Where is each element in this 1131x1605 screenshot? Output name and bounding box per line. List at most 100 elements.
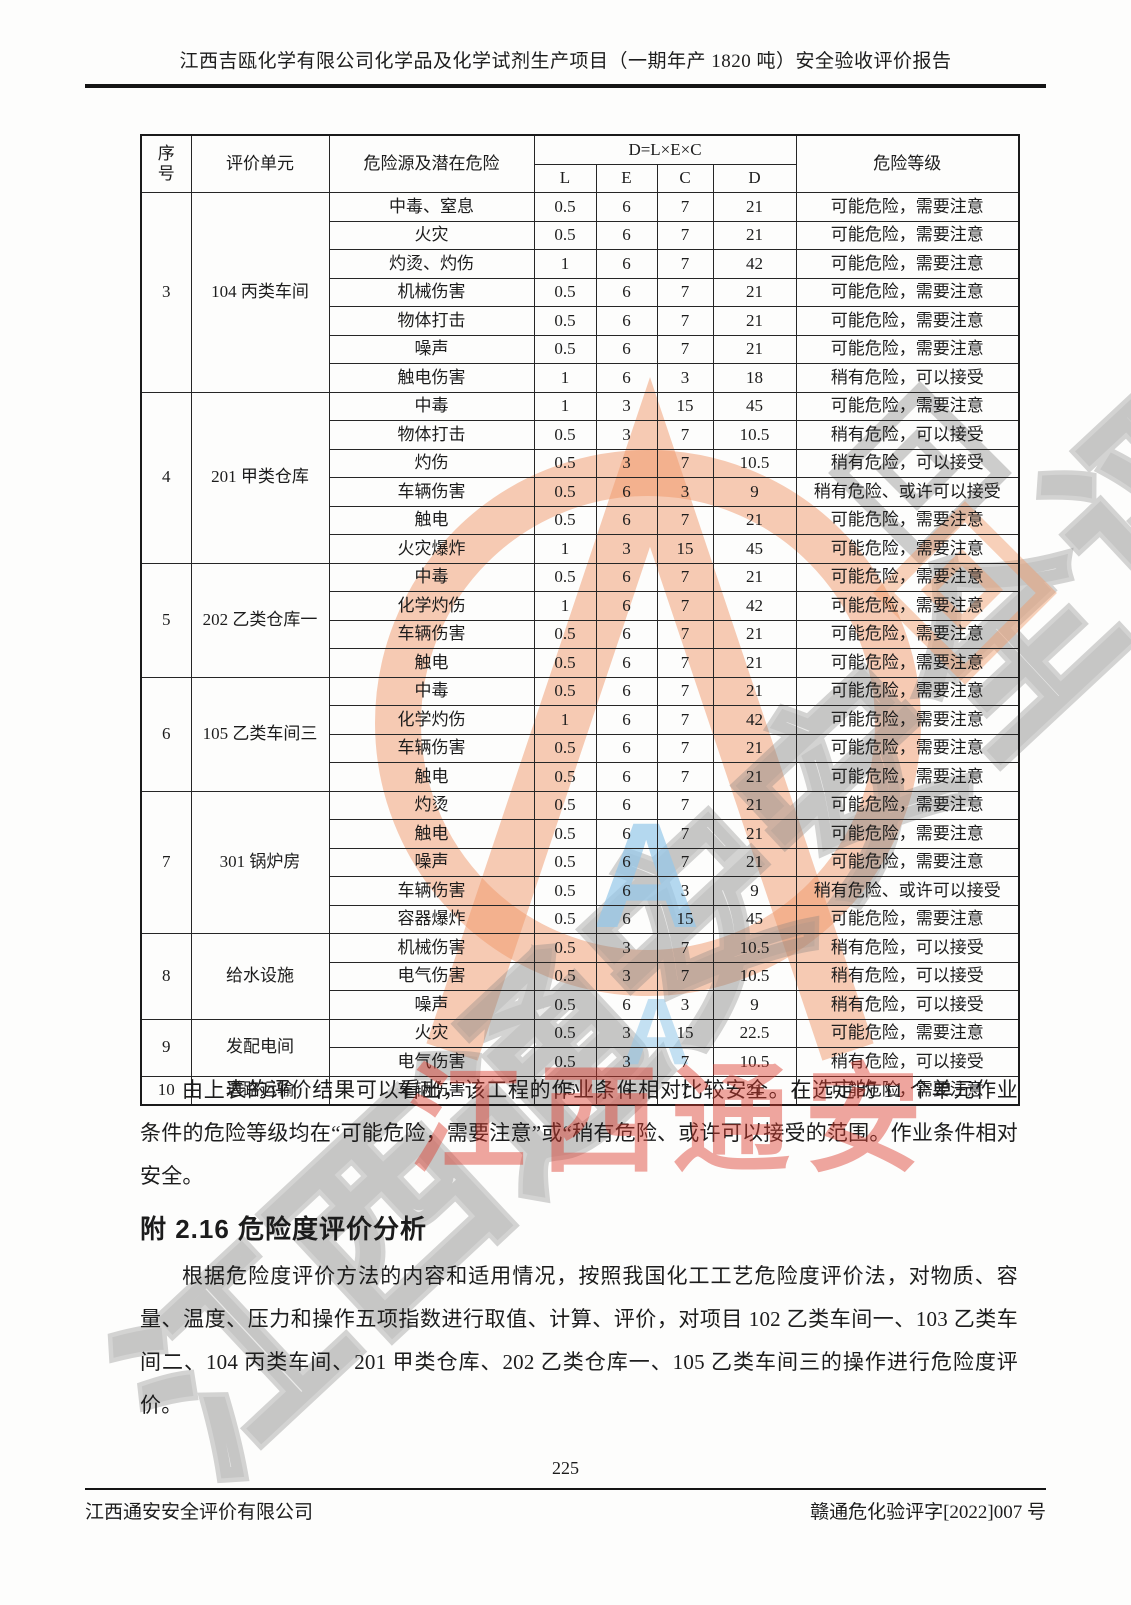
hazard-cell: 化学灼伤 (328, 705, 535, 735)
table-row: 6 105 乙类车间三 中毒 0.5 6 7 21 可能危险，需要注意 (140, 676, 1020, 792)
header-d: D (712, 163, 797, 193)
hazard-cell: 触电 (328, 762, 535, 792)
hazard-cell: 物体打击 (328, 306, 535, 336)
c-value-cell: 7 (656, 562, 714, 592)
header-hazard: 危险源及潜在危险 (328, 134, 535, 193)
unit-cell: 道路运输 (190, 1075, 330, 1106)
d-value-cell: 21 (712, 733, 797, 763)
risk-level-cell: 可能危险，需要注意 (795, 790, 1020, 820)
table-header-row-1: 序 号 评价单元 危险源及潜在危险 D=L×E×C 危险等级 (140, 134, 1020, 193)
hazard-cell: 中毒 (328, 676, 535, 706)
risk-level-cell: 可能危险，需要注意 (795, 676, 1020, 706)
e-value-cell: 6 (595, 192, 658, 222)
e-value-cell: 3 (595, 933, 658, 963)
e-value-cell: 3 (595, 420, 658, 450)
l-value-cell: 1 (533, 705, 597, 735)
d-value-cell: 42 (712, 591, 797, 621)
hazard-cell: 机械伤害 (328, 277, 535, 307)
d-value-cell: 22.5 (712, 1018, 797, 1048)
risk-level-cell: 可能危险，需要注意 (795, 562, 1020, 592)
d-value-cell: 21 (712, 1075, 797, 1106)
risk-level-cell: 稍有危险，可以接受 (795, 420, 1020, 450)
risk-level-cell: 可能危险，需要注意 (795, 192, 1020, 222)
d-value-cell: 21 (712, 562, 797, 592)
hazard-cell: 车辆伤害 (328, 876, 535, 906)
hazard-cell: 车辆伤害 (328, 733, 535, 763)
c-value-cell: 15 (656, 904, 714, 934)
table-row: 机械伤害 0.5 6 7 21 可能危险，需要注意 (141, 277, 1020, 307)
e-value-cell: 6 (595, 306, 658, 336)
risk-level-cell: 可能危险，需要注意 (795, 505, 1020, 535)
c-value-cell: 7 (656, 591, 714, 621)
risk-level-cell: 可能危险，需要注意 (795, 819, 1020, 849)
l-value-cell: 0.5 (533, 933, 597, 963)
l-value-cell: 0.5 (533, 477, 597, 507)
l-value-cell: 0.5 (533, 790, 597, 820)
table-row: 4 201 甲类仓库 中毒 1 3 15 45 可能危险，需要注意 (140, 391, 1020, 564)
risk-level-cell: 可能危险，需要注意 (795, 220, 1020, 250)
d-value-cell: 9 (712, 477, 797, 507)
e-value-cell: 6 (595, 591, 658, 621)
l-value-cell: 0.5 (533, 904, 597, 934)
table-row: 9 发配电间 火灾 0.5 3 15 22.5 可能危险，需要注意 (140, 1018, 1020, 1077)
l-value-cell: 0.5 (533, 676, 597, 706)
d-value-cell: 21 (712, 762, 797, 792)
c-value-cell: 15 (656, 534, 714, 564)
table-row: 3 104 丙类车间 中毒、窒息 0.5 6 7 21 可能危险，需要注意 (140, 192, 1020, 393)
header-c: C (656, 163, 714, 193)
risk-level-cell: 可能危险，需要注意 (795, 904, 1020, 934)
e-value-cell: 6 (595, 819, 658, 849)
risk-level-cell: 可能危险，需要注意 (795, 591, 1020, 621)
e-value-cell: 6 (595, 477, 658, 507)
hazard-cell: 噪声 (328, 334, 535, 364)
seq-cell: 7 (140, 790, 192, 934)
risk-level-cell: 可能危险，需要注意 (795, 534, 1020, 564)
section-heading: 附 2.16 危险度评价分析 (140, 1214, 428, 1244)
d-value-cell: 10.5 (712, 933, 797, 963)
unit-cell: 104 丙类车间 (190, 192, 330, 393)
table-row: 10 道路运输 车辆伤害 0.5 6 7 21 可能危险，需要注意 (140, 1075, 1020, 1106)
l-value-cell: 0.5 (533, 1018, 597, 1048)
seq-cell: 5 (140, 562, 192, 678)
header-level: 危险等级 (795, 134, 1020, 193)
risk-level-cell: 稍有危险，可以接受 (795, 448, 1020, 478)
d-value-cell: 21 (712, 648, 797, 678)
table-row: 8 给水设施 机械伤害 0.5 3 7 10.5 稍有危险，可以接受 (140, 933, 1020, 1020)
header-l: L (533, 163, 597, 193)
e-value-cell: 6 (595, 705, 658, 735)
l-value-cell: 0.5 (533, 847, 597, 877)
hazard-cell: 噪声 (328, 847, 535, 877)
table-header: 序 号 评价单元 危险源及潜在危险 D=L×E×C 危险等级 L E C D (140, 134, 1020, 193)
hazard-cell: 化学灼伤 (328, 591, 535, 621)
c-value-cell: 3 (656, 477, 714, 507)
c-value-cell: 7 (656, 192, 714, 222)
risk-level-cell: 可能危险，需要注意 (795, 306, 1020, 336)
c-value-cell: 3 (656, 363, 714, 393)
l-value-cell: 1 (533, 534, 597, 564)
footer-company-name: 江西通安安全评价有限公司 (85, 1502, 314, 1523)
e-value-cell: 6 (595, 733, 658, 763)
d-value-cell: 9 (712, 876, 797, 906)
l-value-cell: 0.5 (533, 306, 597, 336)
l-value-cell: 1 (533, 249, 597, 279)
d-value-cell: 21 (712, 790, 797, 820)
l-value-cell: 0.5 (533, 762, 597, 792)
table-row: 7 301 锅炉房 灼烫 0.5 6 7 21 可能危险，需要注意 (140, 790, 1020, 934)
d-value-cell: 10.5 (712, 448, 797, 478)
c-value-cell: 7 (656, 705, 714, 735)
body-text-block: 由上表的评价结果可以看出，该工程的作业条件相对比较安全。在选定的 11 个单元作… (140, 1069, 1018, 1427)
hazard-cell: 触电伤害 (328, 363, 535, 393)
seq-cell: 3 (140, 192, 192, 393)
analysis-paragraph: 根据危险度评价方法的内容和适用情况，按照我国化工工艺危险度评价法，对物质、容量、… (140, 1264, 1018, 1417)
risk-level-cell: 稍有危险，可以接受 (795, 363, 1020, 393)
e-value-cell: 6 (595, 876, 658, 906)
risk-level-cell: 可能危险，需要注意 (795, 1075, 1020, 1106)
c-value-cell: 7 (656, 619, 714, 649)
e-value-cell: 3 (595, 534, 658, 564)
unit-cell: 301 锅炉房 (190, 790, 330, 934)
risk-level-cell: 稍有危险、或许可以接受 (795, 477, 1020, 507)
hazard-cell: 电气伤害 (328, 961, 535, 991)
l-value-cell: 0.5 (533, 733, 597, 763)
d-value-cell: 21 (712, 192, 797, 222)
hazard-cell: 火灾爆炸 (328, 534, 535, 564)
